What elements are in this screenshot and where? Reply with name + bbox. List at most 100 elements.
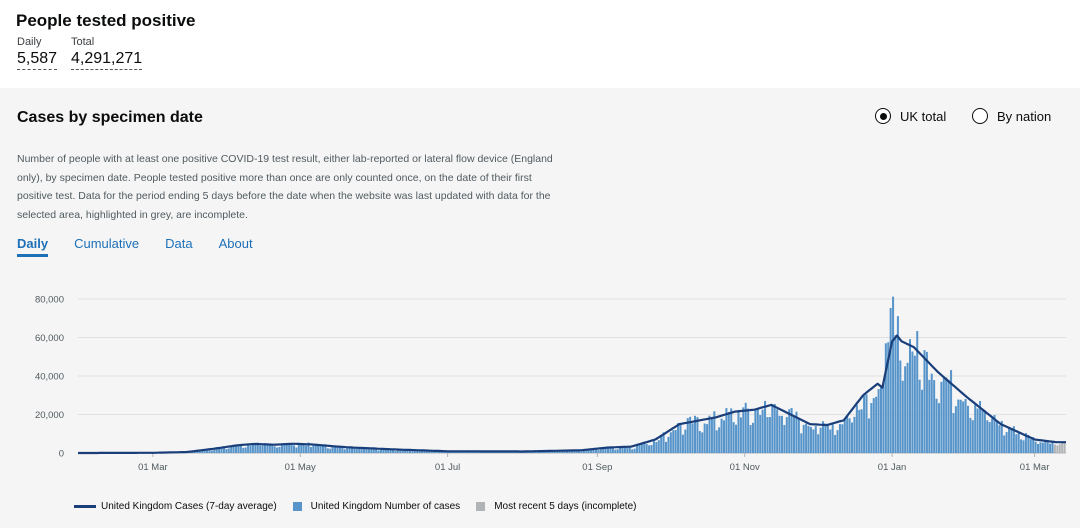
daily-bar <box>597 450 600 453</box>
radio-by-nation[interactable]: By nation <box>972 108 1051 124</box>
daily-bar <box>858 409 861 453</box>
daily-bar <box>812 429 815 453</box>
incomplete-bar <box>1056 445 1059 453</box>
daily-bar <box>193 451 196 453</box>
daily-bar <box>771 404 774 453</box>
daily-bar <box>611 447 614 453</box>
daily-bar <box>807 425 810 453</box>
daily-bar <box>742 407 745 453</box>
daily-bar <box>744 402 747 453</box>
daily-bar <box>662 432 665 453</box>
daily-bar <box>867 418 870 453</box>
daily-bar <box>259 445 262 453</box>
daily-bar <box>991 418 994 453</box>
daily-bar <box>1027 434 1030 453</box>
daily-bar <box>964 399 967 453</box>
incomplete-bar <box>1053 444 1056 453</box>
daily-bar <box>626 446 629 453</box>
daily-bar <box>587 449 590 453</box>
daily-bar <box>623 447 626 453</box>
daily-bar <box>389 449 392 453</box>
radio-uk-total[interactable]: UK total <box>875 108 946 124</box>
daily-bar <box>384 449 387 453</box>
daily-bar <box>609 446 612 453</box>
daily-bar <box>776 409 779 453</box>
daily-bar <box>981 409 984 453</box>
daily-bar <box>244 447 247 453</box>
legend-item-cases[interactable]: United Kingdom Number of cases <box>292 501 460 512</box>
daily-bar <box>276 447 279 453</box>
daily-bar <box>295 447 298 453</box>
daily-value[interactable]: 5,587 <box>17 49 58 70</box>
daily-bar <box>232 446 235 453</box>
daily-bar <box>326 448 329 453</box>
daily-bar <box>669 432 672 453</box>
daily-bar <box>582 450 585 453</box>
daily-bar <box>225 449 228 453</box>
daily-bar <box>783 424 786 453</box>
daily-bar <box>677 423 680 453</box>
cases-chart[interactable]: 0 20,000 40,000 60,000 80,000 01 Mar 01 May 01 … <box>0 88 1080 488</box>
tab-cumulative[interactable]: Cumulative <box>74 236 140 251</box>
daily-bar <box>947 379 950 453</box>
daily-bar <box>889 307 892 453</box>
daily-bar <box>249 445 252 453</box>
daily-bar <box>206 450 209 453</box>
total-value[interactable]: 4,291,271 <box>71 49 143 70</box>
daily-bar <box>793 416 796 453</box>
daily-bar <box>739 417 742 453</box>
daily-bar <box>645 444 648 453</box>
daily-bar <box>379 450 382 453</box>
daily-bar <box>689 416 692 453</box>
daily-bar <box>802 424 805 453</box>
daily-bar <box>413 450 416 453</box>
daily-bar <box>735 424 738 453</box>
daily-bar <box>995 420 998 453</box>
daily-bar <box>952 413 955 453</box>
daily-bar <box>222 446 225 453</box>
daily-label: Daily <box>17 36 42 48</box>
card-description: Number of people with at least one posit… <box>17 153 553 221</box>
legend-item-average[interactable]: United Kingdom Cases (7-day average) <box>74 501 277 512</box>
daily-bar <box>921 389 924 453</box>
daily-bar <box>710 417 713 453</box>
daily-bar <box>218 447 221 453</box>
daily-bar <box>614 449 617 453</box>
daily-bar <box>904 366 907 453</box>
daily-bar <box>814 426 817 453</box>
daily-bar <box>408 450 411 453</box>
daily-bar <box>1024 433 1027 453</box>
daily-bar <box>358 447 361 453</box>
daily-bar <box>546 451 549 453</box>
daily-bar <box>321 444 324 453</box>
tab-daily[interactable]: Daily <box>17 236 49 257</box>
daily-bar <box>1049 443 1052 453</box>
daily-bar <box>377 450 380 453</box>
daily-bar <box>319 446 322 453</box>
daily-bar <box>727 411 730 453</box>
daily-bar <box>805 423 808 453</box>
daily-bar <box>568 451 571 453</box>
daily-bar <box>370 449 373 453</box>
daily-bar <box>795 411 798 453</box>
tab-data[interactable]: Data <box>165 236 193 251</box>
daily-bar <box>940 381 943 453</box>
daily-bar <box>686 418 689 453</box>
daily-bar <box>580 451 583 453</box>
daily-bar <box>824 423 827 453</box>
daily-bar <box>290 444 293 453</box>
daily-bar <box>256 442 259 453</box>
tab-about[interactable]: About <box>218 236 253 251</box>
daily-bar <box>628 447 631 453</box>
chart-tabs: Daily Cumulative Data About <box>17 236 279 257</box>
daily-bar <box>210 450 213 453</box>
daily-bar <box>1012 426 1015 453</box>
daily-bar <box>667 436 670 453</box>
daily-bar <box>198 450 201 453</box>
daily-bar <box>894 335 897 453</box>
legend-incomplete-label: Most recent 5 days (incomplete) <box>494 501 637 512</box>
daily-bar <box>698 431 701 453</box>
legend-item-incomplete[interactable]: Most recent 5 days (incomplete) <box>476 501 636 512</box>
daily-bar <box>558 451 561 453</box>
daily-bar <box>988 422 991 453</box>
